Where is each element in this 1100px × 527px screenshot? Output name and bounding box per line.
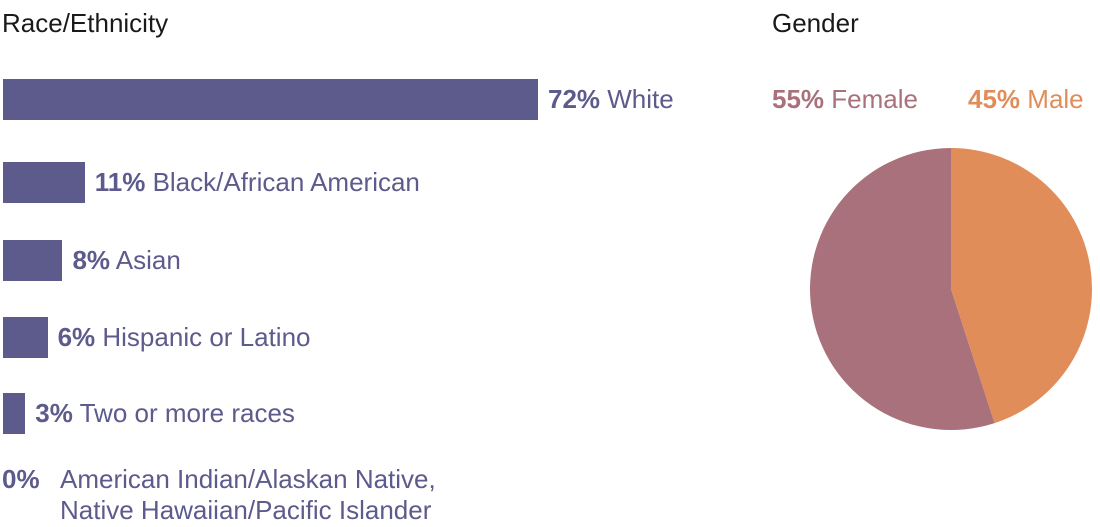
category-label-hispanic-or-latino: Hispanic or Latino [95,322,311,352]
legend-female-label: Female [831,84,918,114]
pie-slice-male [951,148,1092,424]
value-label-two-or-more-races: 3% [35,398,73,428]
bar-two-or-more-races [3,393,26,434]
legend-male: 45% Male [968,84,1084,114]
legend-male-label: Male [1027,84,1084,114]
category-label-black-african-american: Black/African American [145,167,420,197]
bar-label-hispanic-or-latino: 6% Hispanic or Latino [58,322,311,352]
value-label-white: 72% [548,84,601,114]
category-label-two-or-more-races: Two or more races [72,398,295,428]
pie-slice-female [809,148,995,430]
value-label-black-african-american: 11% [94,167,146,197]
gender-pie-chart [809,148,1092,430]
legend-female: 55% Female [772,84,918,114]
bar-white [3,79,538,120]
race-ethnicity-title: Race/Ethnicity [2,8,169,38]
category-label-asian: Asian [110,245,181,275]
gender-title: Gender [772,8,859,38]
bar-label-black-african-american: 11% Black/African American [95,167,420,197]
category-label-american-indian-line2: Native Hawaiian/Pacific Islander [60,495,432,525]
zero-percent-row: 0% American Indian/Alaskan Native, Native… [2,464,436,526]
category-label-american-indian-line1: American Indian/Alaskan Native, [60,464,436,494]
bar-label-two-or-more-races: 3% Two or more races [35,398,295,428]
value-label-american-indian: 0% [2,464,40,494]
value-label-hispanic-or-latino: 6% [57,322,96,352]
category-label-white: White [600,84,674,114]
bar-black-african-american [3,162,85,203]
bar-label-white: 72% White [548,84,674,114]
bar-hispanic-or-latino [3,317,48,358]
legend-male-value: 45% [968,84,1021,114]
bar-label-asian: 8% Asian [72,245,180,275]
legend-female-value: 55% [772,84,825,114]
bar-asian [3,240,63,281]
value-label-asian: 8% [72,245,111,275]
